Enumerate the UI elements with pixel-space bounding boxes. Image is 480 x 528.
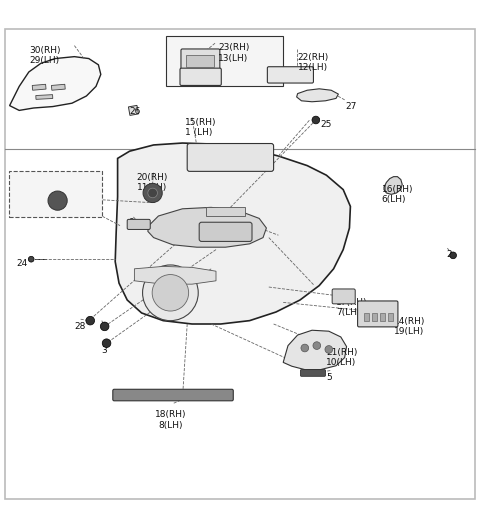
Circle shape <box>148 188 157 198</box>
Polygon shape <box>148 208 266 247</box>
Polygon shape <box>134 267 216 284</box>
Text: 20(RH)
11(LH): 20(RH) 11(LH) <box>19 182 49 201</box>
Text: 25: 25 <box>321 120 332 129</box>
Circle shape <box>301 344 309 352</box>
Text: 4: 4 <box>101 322 107 331</box>
Circle shape <box>325 346 333 353</box>
Text: 23(RH)
13(LH): 23(RH) 13(LH) <box>218 43 250 63</box>
FancyBboxPatch shape <box>181 49 220 73</box>
Text: 17(RH)
7(LH): 17(RH) 7(LH) <box>336 298 368 317</box>
Text: 22(RH)
12(LH): 22(RH) 12(LH) <box>298 53 329 72</box>
Text: 15(RH)
1 (LH): 15(RH) 1 (LH) <box>185 118 216 137</box>
Polygon shape <box>384 177 402 194</box>
Polygon shape <box>10 56 101 110</box>
FancyBboxPatch shape <box>199 222 252 241</box>
Circle shape <box>102 339 111 347</box>
Circle shape <box>143 265 198 320</box>
Circle shape <box>86 316 95 325</box>
Bar <box>186 55 214 67</box>
Text: (W/JBL SPEAKER): (W/JBL SPEAKER) <box>20 185 91 194</box>
Text: 16(RH)
6(LH): 16(RH) 6(LH) <box>382 185 413 204</box>
Circle shape <box>152 275 189 311</box>
Bar <box>166 36 283 87</box>
Bar <box>36 95 53 99</box>
Circle shape <box>28 256 34 262</box>
Circle shape <box>450 252 456 259</box>
FancyBboxPatch shape <box>187 144 274 172</box>
Text: 9: 9 <box>129 219 134 228</box>
FancyBboxPatch shape <box>180 68 221 86</box>
Bar <box>388 313 393 320</box>
Text: 27: 27 <box>346 102 357 111</box>
Text: 20(RH)
11(LH): 20(RH) 11(LH) <box>20 194 51 214</box>
FancyBboxPatch shape <box>127 219 150 230</box>
Polygon shape <box>297 89 338 102</box>
Bar <box>51 84 65 90</box>
Circle shape <box>48 191 67 210</box>
FancyBboxPatch shape <box>358 301 398 327</box>
Text: 26: 26 <box>130 107 141 116</box>
Circle shape <box>100 322 109 331</box>
FancyBboxPatch shape <box>300 370 325 376</box>
Text: 5: 5 <box>326 373 332 382</box>
Circle shape <box>143 183 162 203</box>
Text: 30(RH)
29(LH): 30(RH) 29(LH) <box>30 45 61 65</box>
Circle shape <box>313 342 321 350</box>
Bar <box>372 313 377 320</box>
Text: 20(RH)
11(LH): 20(RH) 11(LH) <box>137 173 168 192</box>
Bar <box>364 313 369 320</box>
Circle shape <box>312 116 320 124</box>
FancyBboxPatch shape <box>267 67 313 83</box>
Text: 18(RH)
8(LH): 18(RH) 8(LH) <box>155 410 186 430</box>
Text: 24: 24 <box>17 259 28 268</box>
Text: (W/JBL SPEAKER): (W/JBL SPEAKER) <box>19 172 84 181</box>
Polygon shape <box>283 330 347 370</box>
Text: 2: 2 <box>446 250 452 259</box>
Text: 14(RH)
19(LH): 14(RH) 19(LH) <box>394 317 425 336</box>
Bar <box>32 84 46 90</box>
Polygon shape <box>115 143 350 324</box>
Bar <box>206 208 245 216</box>
FancyBboxPatch shape <box>113 389 233 401</box>
Bar <box>9 172 102 217</box>
Text: 28: 28 <box>74 322 86 331</box>
FancyBboxPatch shape <box>332 289 355 304</box>
Bar <box>380 313 385 320</box>
Text: 3: 3 <box>101 346 107 355</box>
Bar <box>129 106 138 116</box>
Text: 21(RH)
10(LH): 21(RH) 10(LH) <box>326 348 358 367</box>
